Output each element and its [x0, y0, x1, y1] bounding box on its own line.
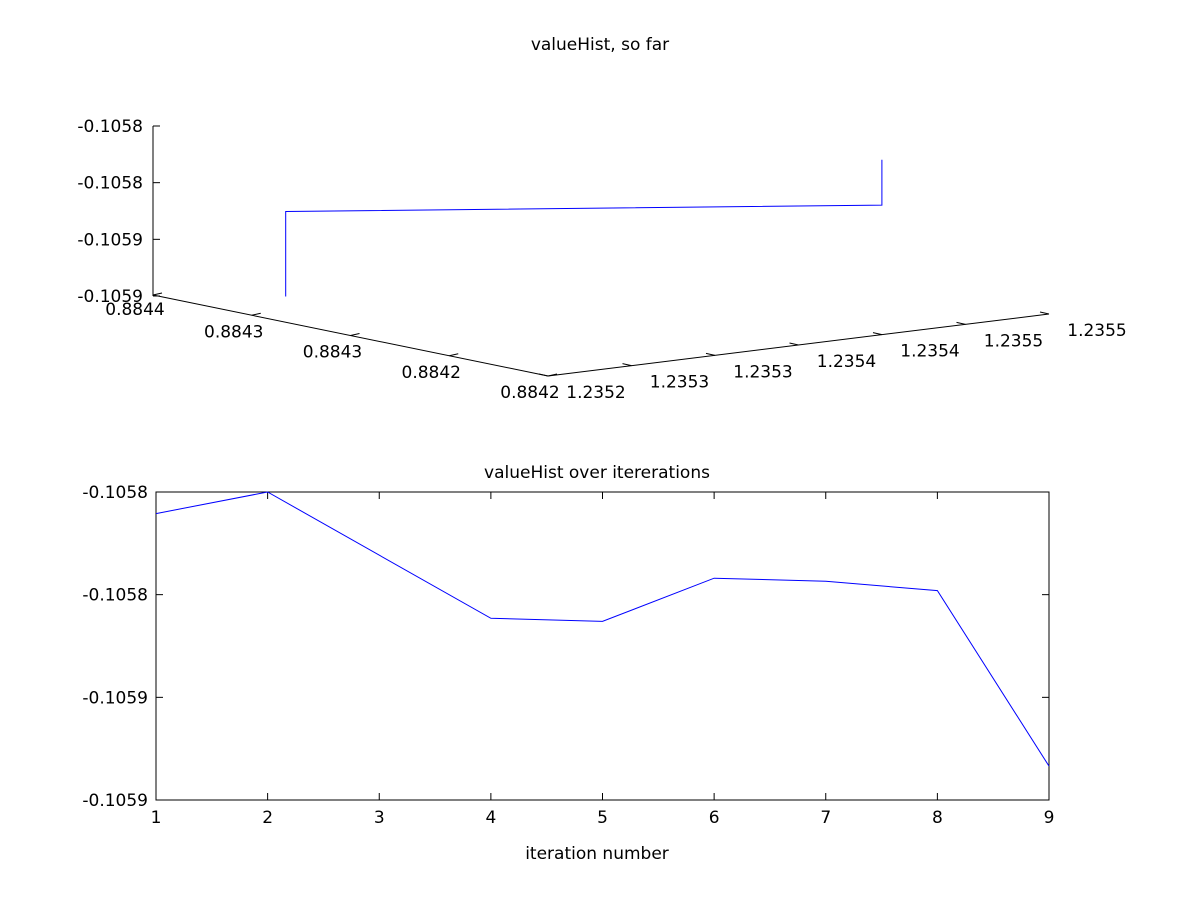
x-tick-label: 9	[1044, 808, 1055, 828]
y-tick-label: 0.8844	[105, 300, 164, 320]
y-tick-mark	[152, 292, 163, 296]
x-tick-mark	[872, 332, 883, 336]
chart-2d: valueHist over itererations 1 2 3 4 5 6 7 8 9 -0.…	[82, 463, 1054, 864]
y-tick-mark	[251, 312, 261, 316]
x-tick-label: 5	[597, 808, 608, 828]
chart-2d-ticks: 1 2 3 4 5 6 7 8 9 -0.1058 -0.1058 -0.1059 -0.1059	[82, 483, 1054, 828]
y-tick-label: -0.1058	[82, 483, 148, 503]
y-tick-label: -0.1058	[82, 586, 148, 606]
x-tick-mark	[705, 352, 716, 356]
chart-2d-series	[155, 491, 1050, 767]
x-tick-mark	[538, 373, 549, 377]
y-tick-mark	[547, 373, 558, 377]
x-tick-label: 1.2352	[566, 383, 625, 403]
x-tick-mark	[956, 321, 966, 325]
chart-2d-title: valueHist over itererations	[484, 463, 710, 483]
x-tick-label: 1.2355	[1067, 321, 1126, 341]
x-tick-mark	[1039, 311, 1050, 315]
x-tick-mark	[622, 363, 632, 367]
x-tick-label: 1	[151, 808, 162, 828]
x-tick-label: 1.2355	[984, 331, 1043, 351]
x-tick-label: 8	[932, 808, 943, 828]
y-tick-label: 0.8842	[402, 363, 461, 383]
chart-3d-series	[285, 159, 883, 297]
z-tick-label: -0.1058	[77, 117, 143, 137]
x-tick-label: 6	[709, 808, 720, 828]
z-tick-label: -0.1059	[77, 230, 143, 250]
chart-3d-ticks: -0.1058-0.1058-0.1059-0.10590.88440.8843…	[77, 117, 1126, 403]
z-tick-label: -0.1058	[77, 174, 143, 194]
x-tick-label: 1.2353	[650, 373, 709, 393]
chart-2d-x-axis-label: iteration number	[525, 844, 669, 864]
chart-3d: valueHist, so far -0.1058 -0.1058 -0.1059 -…	[77, 35, 1126, 403]
x-tick-label: 2	[262, 808, 273, 828]
y-tick-mark	[350, 333, 360, 336]
y-tick-label: 0.8843	[303, 343, 362, 363]
x-tick-label: 1.2354	[817, 352, 876, 372]
y-tick-label: 0.8843	[204, 322, 263, 342]
x-tick-label: 3	[374, 808, 385, 828]
y-tick-label: 0.8842	[500, 383, 559, 403]
y-tick-label: -0.1059	[82, 791, 148, 811]
x-tick-label: 1.2354	[900, 342, 959, 362]
x-tick-mark	[789, 342, 799, 346]
series-line-3d	[285, 159, 883, 297]
y-tick-mark	[449, 353, 459, 357]
x-tick-label: 7	[820, 808, 831, 828]
series-line	[155, 491, 1050, 767]
z-tick-label: -0.1059	[77, 287, 143, 307]
y-tick-label: -0.1059	[82, 688, 148, 708]
chart-3d-title: valueHist, so far	[531, 35, 669, 55]
x-tick-label: 1.2353	[733, 362, 792, 382]
x-tick-label: 4	[485, 808, 496, 828]
